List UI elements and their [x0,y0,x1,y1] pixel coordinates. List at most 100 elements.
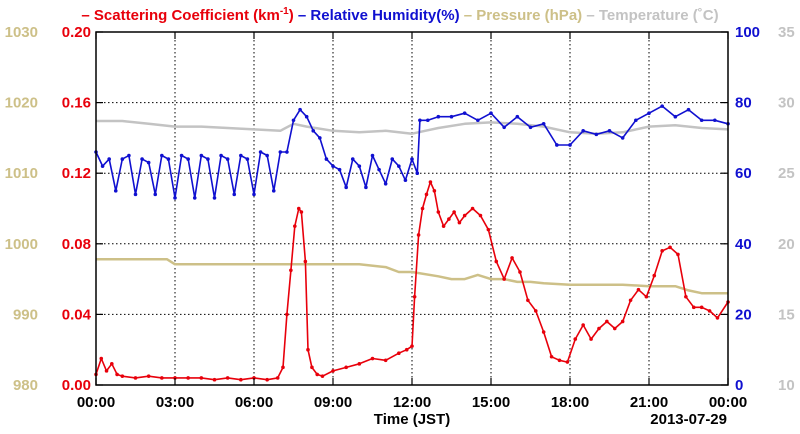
data-point-relative-humidity [120,157,125,161]
data-point-relative-humidity [528,125,533,130]
data-point-scattering-coefficient [173,376,177,380]
data-point-scattering-coefficient [457,220,462,225]
y-tick-label-temperature: 15 [778,306,795,323]
y-tick-label-scattering: 0.20 [62,24,91,41]
data-point-scattering-coefficient [306,347,310,352]
data-point-relative-humidity [173,196,177,200]
data-point-relative-humidity [350,157,355,161]
data-point-relative-humidity [541,121,546,126]
data-point-relative-humidity [199,153,204,158]
data-point-scattering-coefficient [470,206,475,211]
y-tick-label-humidity: 40 [735,236,752,253]
data-point-scattering-coefficient [199,376,204,380]
data-point-scattering-coefficient [404,347,409,352]
y-tick-label-humidity: 20 [735,306,752,323]
y-tick-label-temperature: 20 [778,236,795,253]
data-point-relative-humidity [245,157,250,161]
data-point-scattering-coefficient [104,369,109,373]
data-point-relative-humidity [673,114,678,119]
data-point-scattering-coefficient [344,365,348,370]
y-tick-label-pressure: 980 [13,377,38,394]
data-point-scattering-coefficient [502,277,506,281]
data-point-scattering-coefficient [462,213,467,218]
chart-legend: – Scattering Coefficient (km-1) – Relati… [81,6,718,24]
data-point-relative-humidity [357,164,362,168]
data-point-relative-humidity [364,185,368,190]
data-point-scattering-coefficient [331,369,335,373]
data-point-relative-humidity [647,111,651,115]
data-point-relative-humidity [153,192,158,197]
data-point-relative-humidity [331,164,335,168]
data-point-scattering-coefficient [526,298,530,303]
x-tick-label: 00:00 [77,394,115,411]
data-point-scattering-coefficient [412,294,417,299]
data-point-relative-humidity [426,118,430,123]
legend-unit-superscript: -1 [280,6,289,17]
legend-entry: – Pressure (hPa) [460,7,583,24]
y-tick-label-humidity: 0 [735,377,743,394]
data-point-relative-humidity [581,129,585,133]
x-tick-label: 18:00 [551,394,589,411]
data-point-scattering-coefficient [370,356,375,361]
data-point-scattering-coefficient [265,377,269,382]
y-tick-label-scattering: 0.12 [62,165,91,182]
data-point-scattering-coefficient [285,312,289,317]
data-point-relative-humidity [232,192,237,197]
data-point-relative-humidity [418,118,422,123]
data-point-relative-humidity [462,111,467,115]
y-tick-label-scattering: 0.00 [62,377,91,394]
data-point-scattering-coefficient [99,356,104,361]
y-tick-label-scattering: 0.04 [62,306,92,323]
data-point-relative-humidity [397,164,401,168]
axis-ticks: 00:00 03:00 06:00 09:00 12:00 15:00 18:00 21:00… [5,24,795,411]
data-point-scattering-coefficient [620,319,625,324]
data-point-scattering-coefficient [541,330,546,334]
data-point-relative-humidity [555,143,559,147]
data-point-relative-humidity [344,185,348,190]
data-point-relative-humidity [660,104,664,108]
data-point-scattering-coefficient [383,358,388,363]
legend-entry: – Temperature (˚C) [582,7,718,24]
y-tick-label-humidity: 80 [735,95,752,112]
data-point-scattering-coefficient [320,374,325,378]
data-point-scattering-coefficient [289,268,293,273]
y-tick-label-temperature: 25 [778,165,795,182]
x-tick-label: 15:00 [472,394,510,411]
data-point-scattering-coefficient [676,252,680,257]
data-point-scattering-coefficient [416,233,421,237]
x-tick-label: 21:00 [630,394,668,411]
data-point-scattering-coefficient [186,376,190,380]
data-point-scattering-coefficient [447,217,451,221]
data-point-scattering-coefficient [239,377,243,382]
data-point-relative-humidity [403,178,408,183]
data-point-scattering-coefficient [432,189,437,193]
data-point-scattering-coefficient [303,259,308,264]
y-tick-label-pressure: 990 [13,306,38,323]
data-point-relative-humidity [594,132,599,137]
data-point-scattering-coefficient [510,256,514,260]
data-point-relative-humidity [166,157,171,161]
data-point-relative-humidity [258,150,263,154]
data-point-relative-humidity [324,157,329,161]
data-point-scattering-coefficient [518,270,522,274]
data-point-scattering-coefficient [441,224,446,228]
data-point-scattering-coefficient [315,372,320,377]
data-point-relative-humidity [271,189,276,193]
data-point-scattering-coefficient [299,210,304,214]
data-point-scattering-coefficient [478,213,483,218]
data-point-relative-humidity [192,196,197,200]
data-point-relative-humidity [370,153,375,158]
data-point-relative-humidity [127,153,131,158]
data-point-relative-humidity [311,129,316,133]
y-tick-label-temperature: 30 [778,95,795,112]
data-point-relative-humidity [318,136,322,140]
data-point-scattering-coefficient [684,294,688,299]
x-axis-label: Time (JST) [374,411,450,428]
data-point-scattering-coefficient [310,365,314,370]
data-point-relative-humidity [285,150,289,154]
data-point-relative-humidity [686,107,691,112]
data-point-scattering-coefficient [281,365,285,370]
data-point-scattering-coefficient [549,354,554,359]
legend-entry-tail: ) [289,7,294,24]
